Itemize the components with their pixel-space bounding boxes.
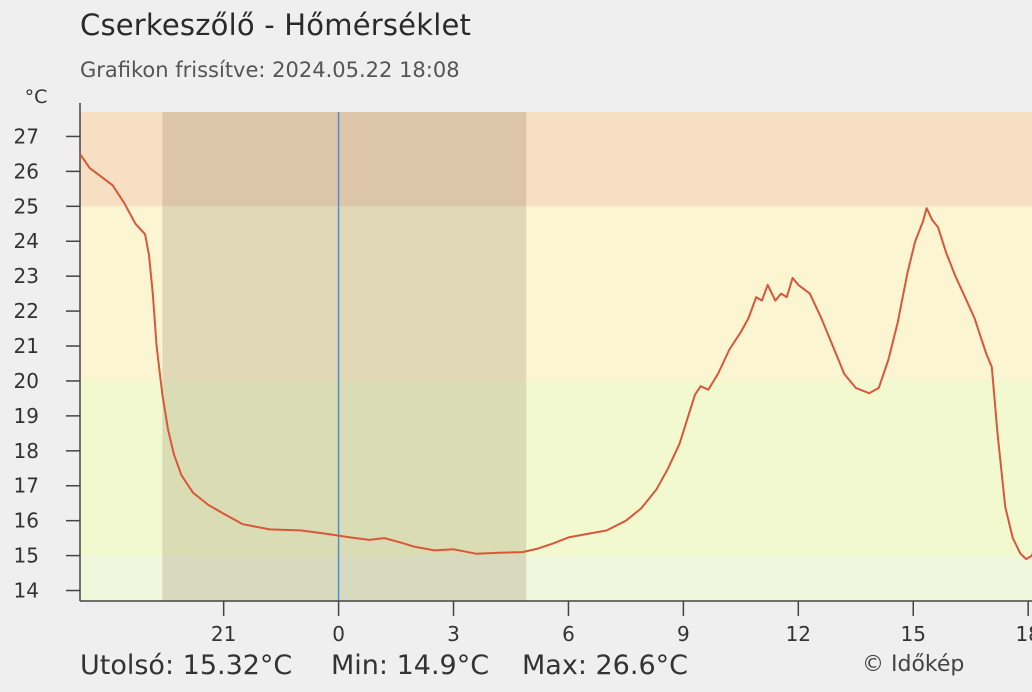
- night-shade-rect: [162, 112, 527, 601]
- copyright-label: © Időkép: [862, 652, 965, 677]
- y-tick-label-15: 15: [14, 544, 39, 568]
- y-tick-label-20: 20: [14, 369, 39, 393]
- last-value-label: Utolsó: 15.32°C: [80, 650, 293, 681]
- y-tick-label-25: 25: [14, 194, 39, 218]
- y-tick-label-21: 21: [14, 334, 39, 358]
- y-tick-label-26: 26: [14, 159, 39, 183]
- y-tick-label-24: 24: [14, 229, 39, 253]
- max-value-label: Max: 26.6°C: [522, 650, 688, 681]
- axes: 14 15 16 17 18 19 20 21 22 23 24 25 26 27 21 0 3 6 9 12 15 18: [14, 103, 1032, 646]
- y-tick-label-19: 19: [14, 404, 39, 428]
- x-tick-label-9: 9: [677, 622, 690, 646]
- y-tick-label-18: 18: [14, 439, 39, 463]
- y-tick-label-16: 16: [14, 509, 39, 533]
- min-value-label: Min: 14.9°C: [331, 650, 490, 681]
- y-tick-label-17: 17: [14, 474, 39, 498]
- x-tick-label-3: 3: [447, 622, 460, 646]
- band-0: [80, 555, 1032, 601]
- band-1: [80, 380, 1032, 556]
- x-tick-label-0: 0: [332, 622, 345, 646]
- y-tick-label-14: 14: [14, 579, 39, 603]
- temperature-bands: [80, 112, 1032, 601]
- x-tick-label-6: 6: [562, 622, 575, 646]
- x-tick-label-12: 12: [786, 622, 811, 646]
- band-2: [80, 206, 1032, 381]
- y-tick-label-27: 27: [14, 124, 39, 148]
- x-tick-label-18: 18: [1015, 622, 1032, 646]
- chart-subtitle: Grafikon frissítve: 2024.05.22 18:08: [80, 58, 460, 82]
- night-shade: [162, 112, 527, 601]
- band-3: [80, 112, 1032, 207]
- chart-title: Cserkeszőlő - Hőmérséklet: [80, 8, 472, 42]
- temperature-line: [79, 153, 1032, 561]
- y-tick-label-23: 23: [14, 264, 39, 288]
- x-tick-label-21: 21: [211, 622, 236, 646]
- x-tick-label-15: 15: [901, 622, 926, 646]
- y-tick-label-22: 22: [14, 299, 39, 323]
- y-axis-unit-label: °C: [25, 86, 48, 108]
- temperature-line-group: [79, 153, 1032, 561]
